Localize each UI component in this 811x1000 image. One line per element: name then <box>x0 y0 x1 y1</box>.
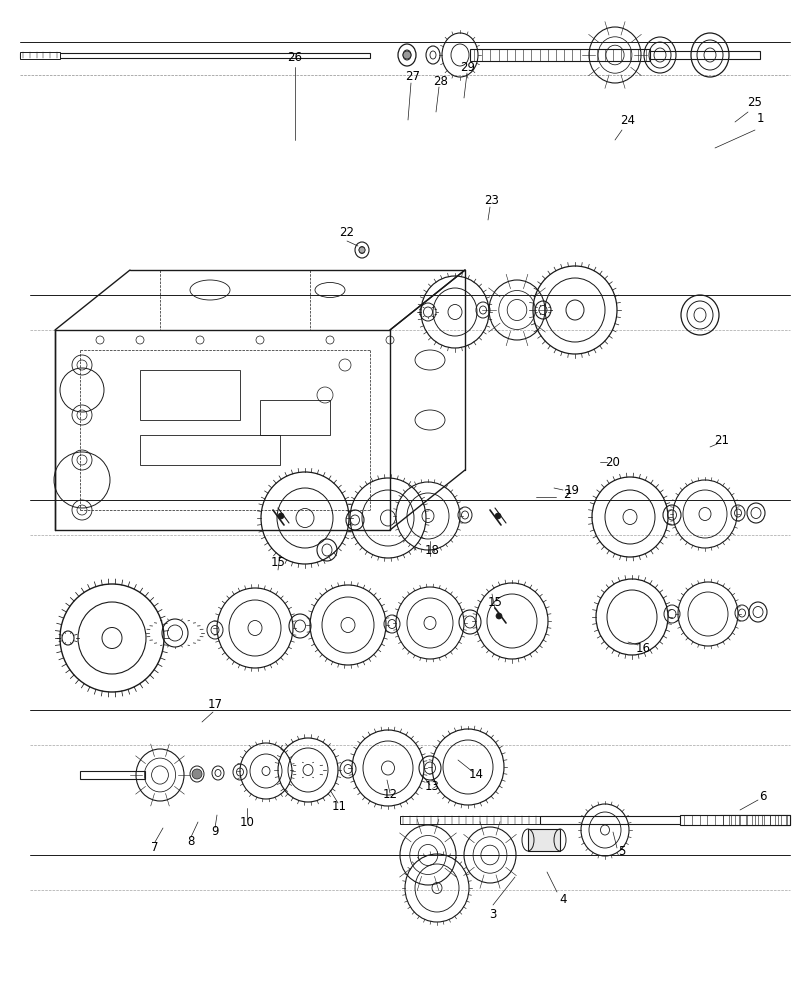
Polygon shape <box>679 815 789 825</box>
Text: 5: 5 <box>617 845 625 858</box>
Text: 26: 26 <box>287 51 303 64</box>
Text: 8: 8 <box>187 835 195 848</box>
Polygon shape <box>20 52 60 59</box>
Circle shape <box>496 613 501 619</box>
Circle shape <box>191 769 202 779</box>
Text: 20: 20 <box>605 456 620 468</box>
Text: 22: 22 <box>339 227 354 239</box>
Text: 4: 4 <box>559 894 566 906</box>
Text: 15: 15 <box>270 556 285 568</box>
Text: 11: 11 <box>331 799 346 812</box>
Text: 9: 9 <box>211 825 218 838</box>
Text: 25: 25 <box>747 96 762 109</box>
Text: 29: 29 <box>460 61 475 74</box>
Text: 14: 14 <box>468 768 483 780</box>
Polygon shape <box>400 816 539 824</box>
Circle shape <box>402 51 410 59</box>
Text: 19: 19 <box>564 484 579 496</box>
Text: 27: 27 <box>405 70 420 83</box>
Text: 15: 15 <box>487 595 502 608</box>
Text: 13: 13 <box>424 780 439 793</box>
Polygon shape <box>539 816 719 824</box>
Polygon shape <box>649 51 759 59</box>
Polygon shape <box>80 771 145 779</box>
Text: 2: 2 <box>563 488 570 502</box>
Text: 18: 18 <box>424 544 439 556</box>
Text: 17: 17 <box>208 698 222 711</box>
Text: 10: 10 <box>239 816 254 829</box>
Bar <box>139 435 280 465</box>
Text: 1: 1 <box>755 112 763 125</box>
Circle shape <box>358 247 365 253</box>
Text: 24: 24 <box>620 114 635 127</box>
Text: 6: 6 <box>758 790 766 803</box>
Circle shape <box>277 513 284 519</box>
Bar <box>139 370 240 420</box>
Text: 7: 7 <box>151 841 159 854</box>
Bar <box>260 400 329 435</box>
Text: 3: 3 <box>489 908 496 921</box>
Polygon shape <box>20 53 370 58</box>
Text: 23: 23 <box>484 194 499 207</box>
Circle shape <box>495 513 500 519</box>
Polygon shape <box>470 49 649 61</box>
Polygon shape <box>719 815 789 825</box>
Text: 16: 16 <box>635 642 650 654</box>
Text: 12: 12 <box>382 788 397 801</box>
Text: 28: 28 <box>433 75 448 88</box>
Text: 21: 21 <box>714 434 728 446</box>
Polygon shape <box>527 829 560 851</box>
